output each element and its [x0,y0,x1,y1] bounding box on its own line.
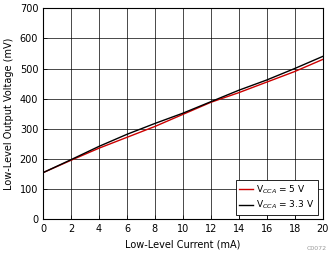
V$_{{CCA}}$ = 5 V [69,159,73,162]
V$_{{CCA}}$ = 3.3 V [237,89,241,92]
V$_{{CCA}}$ = 5 V [41,171,45,174]
V$_{{CCA}}$ = 5 V [265,81,269,84]
V$_{{CCA}}$ = 3.3 V [69,158,73,161]
V$_{{CCA}}$ = 5 V [293,70,297,73]
Line: V$_{{CCA}}$ = 5 V: V$_{{CCA}}$ = 5 V [43,59,323,173]
V$_{{CCA}}$ = 5 V [209,101,213,104]
Text: C0072: C0072 [306,246,326,251]
V$_{{CCA}}$ = 3.3 V [41,171,45,174]
X-axis label: Low-Level Current (mA): Low-Level Current (mA) [125,240,240,250]
V$_{{CCA}}$ = 3.3 V [321,55,325,58]
Legend: V$_{{CCA}}$ = 5 V, V$_{{CCA}}$ = 3.3 V: V$_{{CCA}}$ = 5 V, V$_{{CCA}}$ = 3.3 V [236,180,318,215]
V$_{{CCA}}$ = 5 V [97,147,101,150]
V$_{{CCA}}$ = 3.3 V [181,112,185,115]
V$_{{CCA}}$ = 5 V [237,91,241,94]
V$_{{CCA}}$ = 5 V [125,136,129,139]
V$_{{CCA}}$ = 3.3 V [125,133,129,136]
V$_{{CCA}}$ = 3.3 V [293,67,297,70]
Line: V$_{{CCA}}$ = 3.3 V: V$_{{CCA}}$ = 3.3 V [43,56,323,173]
V$_{{CCA}}$ = 3.3 V [265,78,269,82]
V$_{{CCA}}$ = 5 V [321,58,325,61]
V$_{{CCA}}$ = 3.3 V [97,145,101,148]
V$_{{CCA}}$ = 5 V [153,125,157,128]
Y-axis label: Low-Level Output Voltage (mV): Low-Level Output Voltage (mV) [4,38,14,190]
V$_{{CCA}}$ = 3.3 V [153,122,157,125]
V$_{{CCA}}$ = 3.3 V [209,100,213,103]
V$_{{CCA}}$ = 5 V [181,113,185,116]
